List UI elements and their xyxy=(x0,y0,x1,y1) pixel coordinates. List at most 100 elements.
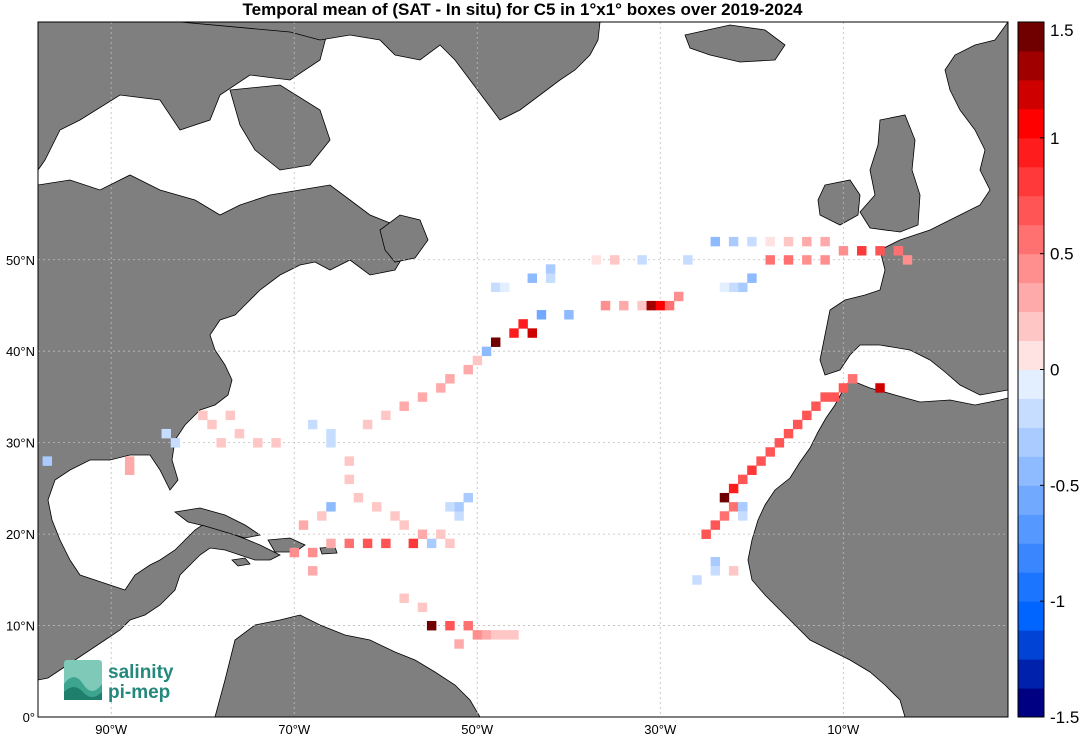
data-cell xyxy=(417,392,428,402)
lat-tick-label: 20°N xyxy=(6,527,35,542)
data-cell xyxy=(317,511,327,521)
europe-mainland xyxy=(819,22,1008,396)
colorbar-step xyxy=(1018,22,1044,52)
data-cell xyxy=(481,346,492,357)
data-cell xyxy=(454,639,464,649)
data-cell xyxy=(747,236,757,247)
colorbar-step xyxy=(1018,166,1044,197)
logo-text-salinity: salinity xyxy=(108,662,174,683)
data-cell xyxy=(738,282,748,293)
data-cell xyxy=(445,620,455,631)
data-cell xyxy=(42,456,53,466)
lon-tick-label: 70°W xyxy=(278,722,311,737)
data-cell xyxy=(463,620,473,631)
data-cell xyxy=(847,374,858,384)
data-cell xyxy=(426,620,437,631)
data-cell xyxy=(518,319,528,329)
data-cell xyxy=(445,502,455,512)
data-cell xyxy=(390,511,400,521)
colorbar-step xyxy=(1018,601,1044,631)
data-cell xyxy=(527,328,538,338)
data-cell xyxy=(710,556,721,567)
data-cell xyxy=(710,236,721,247)
colorbar-step xyxy=(1018,427,1044,457)
data-cell xyxy=(426,538,437,549)
logo-waves-icon xyxy=(64,660,102,700)
colorbar-tick-label: 1 xyxy=(1050,129,1059,148)
newfoundland xyxy=(379,214,429,263)
data-cell xyxy=(774,438,785,448)
data-cell xyxy=(738,502,748,512)
data-cell xyxy=(747,273,757,283)
data-cell xyxy=(802,236,812,247)
data-cell xyxy=(362,538,373,549)
data-cell xyxy=(481,630,492,640)
data-cell xyxy=(344,456,355,466)
colorbar-step xyxy=(1018,311,1044,342)
data-cell xyxy=(765,447,775,457)
colorbar-tick-label: 1.5 xyxy=(1050,21,1074,40)
data-cell xyxy=(344,538,355,549)
latitude-labels: 0° 10°N 20°N 30°N 40°N 50°N xyxy=(6,253,35,725)
data-cell xyxy=(728,282,739,293)
data-cell xyxy=(545,264,556,274)
data-cell xyxy=(307,547,318,558)
data-cell xyxy=(783,236,794,247)
colorbar-step xyxy=(1018,369,1044,399)
data-cell xyxy=(326,538,336,549)
data-cell xyxy=(820,392,830,402)
data-cell xyxy=(728,236,739,247)
data-cell xyxy=(326,428,336,439)
data-cell xyxy=(307,566,318,576)
data-cell xyxy=(490,337,501,347)
data-cell xyxy=(445,538,455,549)
data-cell xyxy=(838,383,849,393)
lat-tick-label: 30°N xyxy=(6,436,35,451)
data-cell xyxy=(307,419,318,430)
colorbar-step xyxy=(1018,456,1044,486)
data-cell xyxy=(820,255,830,265)
data-cell xyxy=(765,236,775,247)
data-cell xyxy=(344,474,355,485)
map-frame xyxy=(37,21,1009,718)
data-cell xyxy=(289,547,300,558)
colorbar-tick-label: -1.5 xyxy=(1050,708,1079,727)
data-cell xyxy=(353,492,364,503)
colorbar-step xyxy=(1018,224,1044,255)
data-cell xyxy=(783,255,794,265)
data-cell xyxy=(893,246,904,256)
data-cell xyxy=(719,511,730,521)
data-cell xyxy=(472,355,483,366)
data-cell xyxy=(637,255,647,265)
data-cell xyxy=(756,456,766,466)
colorbar-step xyxy=(1018,282,1044,313)
data-cell xyxy=(646,300,656,311)
lon-tick-label: 30°W xyxy=(644,722,677,737)
colorbar-step xyxy=(1018,514,1044,544)
data-cell xyxy=(701,529,711,539)
data-cell xyxy=(326,438,336,448)
data-cell xyxy=(381,410,391,421)
colorbar-tick-label: 0 xyxy=(1050,361,1059,380)
data-cell xyxy=(619,300,629,311)
graticule xyxy=(38,22,1008,717)
data-cell xyxy=(207,419,217,430)
data-cell xyxy=(170,438,181,448)
colorbar-step xyxy=(1018,543,1044,573)
data-cell xyxy=(719,282,730,293)
data-cell xyxy=(673,291,684,302)
colorbar-step xyxy=(1018,340,1044,370)
data-cell xyxy=(820,236,830,247)
salinity-pi-mep-logo: salinity pi-mep xyxy=(64,660,174,703)
data-cell xyxy=(838,246,849,256)
data-cell xyxy=(454,511,464,521)
data-cell xyxy=(417,602,428,613)
data-cell xyxy=(417,529,428,539)
data-cell xyxy=(545,273,556,283)
data-cell xyxy=(399,520,409,530)
data-cell xyxy=(802,255,812,265)
jamaica xyxy=(231,557,251,567)
colorbar-tick-label: 0.5 xyxy=(1050,245,1074,264)
data-cell xyxy=(875,246,885,256)
